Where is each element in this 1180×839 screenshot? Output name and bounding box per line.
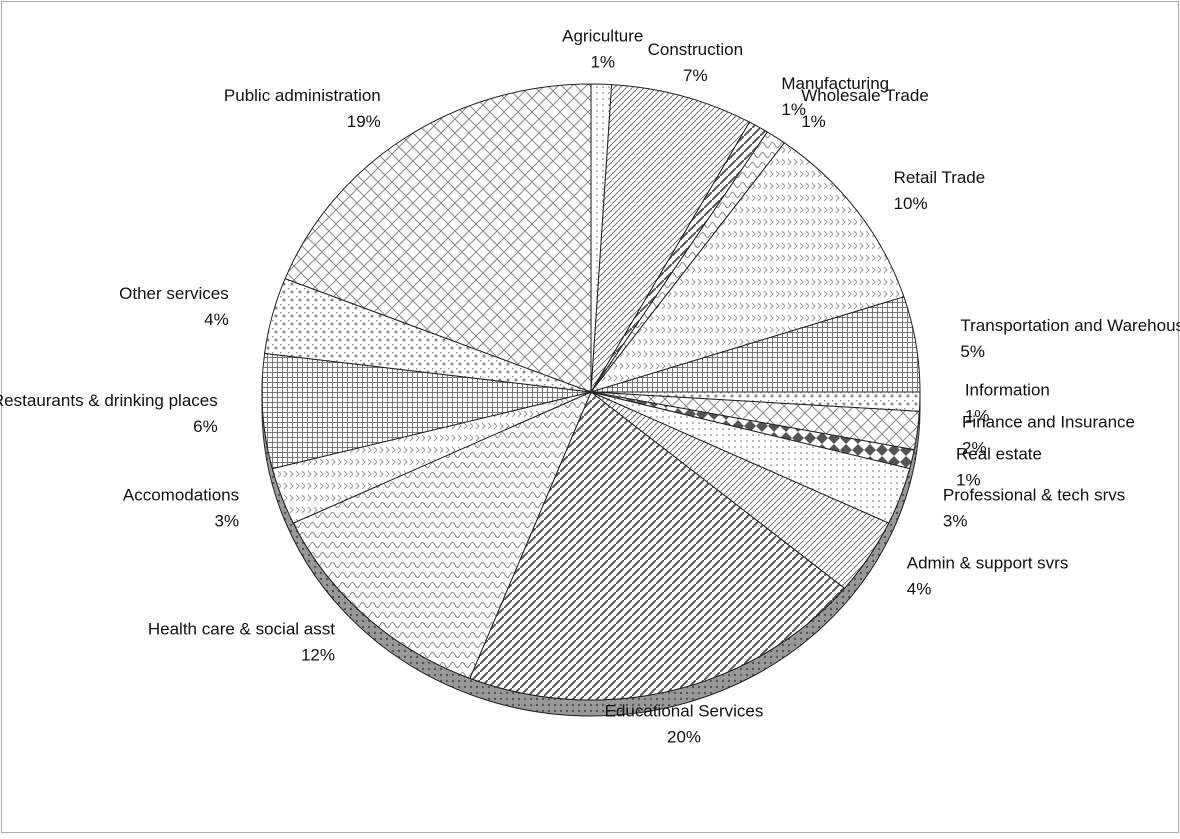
- slice-value-label: 12%: [301, 646, 335, 665]
- slice-value-label: 20%: [667, 728, 701, 747]
- pie-slice: [261, 352, 592, 470]
- slice-value-label: 4%: [907, 579, 932, 598]
- slice-value-label: 5%: [960, 342, 985, 361]
- pie-slice: [284, 83, 592, 393]
- pie-slice: [469, 391, 846, 701]
- slice-label: Information: [965, 380, 1050, 399]
- slice-value-label: 1%: [801, 112, 826, 131]
- slice-value-label: 7%: [683, 66, 708, 85]
- slice-label: Admin & support svrs: [907, 553, 1069, 572]
- pie-slice: [589, 142, 905, 393]
- slice-value-label: 1%: [781, 100, 806, 119]
- slice-label: Retail Trade: [894, 168, 986, 187]
- slice-value-label: 3%: [215, 512, 240, 531]
- slice-value-label: 6%: [193, 417, 218, 436]
- slice-value-label: 4%: [204, 310, 229, 329]
- slice-value-label: 1%: [590, 53, 615, 72]
- pie-slice: [292, 391, 592, 680]
- slice-label: Transportation and Warehousing: [960, 316, 1180, 335]
- slice-label: Restaurants & drinking places: [0, 391, 218, 410]
- pie-slice: [590, 84, 751, 393]
- slice-label: Construction: [648, 40, 743, 59]
- slice-label: Health care & social asst: [148, 620, 335, 639]
- slice-label: Public administration: [224, 86, 381, 105]
- slice-value-label: 10%: [894, 194, 928, 213]
- slice-label: Manufacturing: [781, 74, 889, 93]
- slice-value-label: 1%: [965, 406, 990, 425]
- slice-label: Wholesale Trade: [801, 86, 929, 105]
- slice-label: Finance and Insurance: [962, 412, 1135, 431]
- slice-value-label: 1%: [956, 470, 981, 489]
- slice-label: Real estate: [956, 444, 1042, 463]
- slice-label: Educational Services: [605, 702, 764, 721]
- slice-value-label: 3%: [943, 512, 968, 531]
- slice-label: Professional & tech srvs: [943, 486, 1125, 505]
- slice-value-label: 19%: [347, 112, 381, 131]
- slice-label: Agriculture: [562, 27, 643, 46]
- slice-label: Accomodations: [123, 486, 239, 505]
- slice-value-label: 2%: [962, 438, 987, 457]
- slice-label: Other services: [119, 284, 229, 303]
